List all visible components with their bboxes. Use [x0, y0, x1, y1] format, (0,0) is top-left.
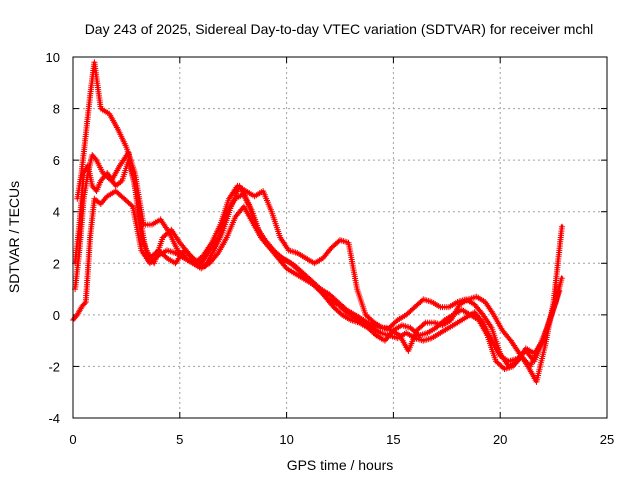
y-axis-label: SDTVAR / TECUs: [6, 181, 22, 293]
x-tick-label: 25: [600, 432, 614, 447]
y-tick-label: 6: [53, 153, 60, 168]
x-tick-label: 20: [493, 432, 507, 447]
y-tick-label: 2: [53, 256, 60, 271]
series-track-4: [70, 188, 563, 365]
x-tick-label: 5: [176, 432, 183, 447]
y-tick-label: 10: [46, 50, 60, 65]
data-layer: [70, 59, 565, 385]
y-tick-label: 0: [53, 308, 60, 323]
x-tick-label: 10: [279, 432, 293, 447]
x-tick-label: 15: [386, 432, 400, 447]
series-track-3: [74, 59, 565, 385]
y-tick-label: 4: [53, 205, 60, 220]
y-tick-label: 8: [53, 102, 60, 117]
x-tick-label: 0: [69, 432, 76, 447]
x-axis-label: GPS time / hours: [287, 457, 394, 473]
chart-title: Day 243 of 2025, Sidereal Day-to-day VTE…: [85, 21, 594, 37]
y-tick-label: -2: [48, 359, 60, 374]
plot-frame: [72, 56, 608, 419]
grid-layer: [73, 57, 607, 418]
y-tick-label: -4: [48, 411, 60, 426]
